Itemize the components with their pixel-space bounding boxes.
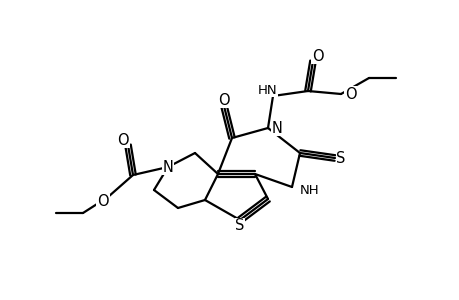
- Text: S: S: [235, 218, 244, 233]
- Text: HN: HN: [257, 83, 277, 97]
- Text: O: O: [117, 133, 129, 148]
- Text: O: O: [218, 92, 230, 107]
- Text: O: O: [344, 86, 356, 101]
- Text: N: N: [271, 121, 282, 136]
- Text: N: N: [162, 160, 173, 175]
- Text: NH: NH: [299, 184, 319, 197]
- Text: S: S: [336, 151, 345, 166]
- Text: O: O: [97, 194, 109, 209]
- Text: O: O: [312, 49, 323, 64]
